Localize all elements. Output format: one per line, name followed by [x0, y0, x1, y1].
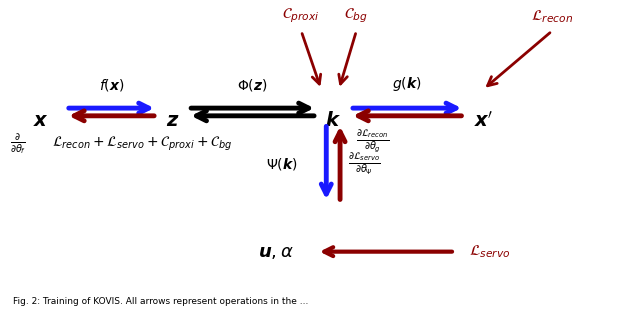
Text: $\frac{\partial\mathcal{L}_{servo}}{\partial\theta_\Psi}$: $\frac{\partial\mathcal{L}_{servo}}{\par…: [348, 151, 381, 177]
Text: $f(\boldsymbol{x})$: $f(\boldsymbol{x})$: [99, 77, 124, 93]
Text: $\mathcal{L}_{recon} + \mathcal{L}_{servo} + \mathcal{C}_{proxi} + \mathcal{C}_{: $\mathcal{L}_{recon} + \mathcal{L}_{serv…: [52, 135, 232, 153]
Text: $\boldsymbol{z}$: $\boldsymbol{z}$: [166, 111, 179, 130]
Text: $\mathcal{L}_{recon}$: $\mathcal{L}_{recon}$: [531, 8, 573, 25]
Text: $\boldsymbol{x}$: $\boldsymbol{x}$: [33, 111, 49, 130]
Text: $\frac{\partial}{\partial\theta_f}$: $\frac{\partial}{\partial\theta_f}$: [10, 131, 26, 156]
Text: $\mathcal{C}_{proxi}$: $\mathcal{C}_{proxi}$: [282, 6, 320, 25]
Text: $\Phi(\boldsymbol{z})$: $\Phi(\boldsymbol{z})$: [237, 77, 268, 93]
Text: $\boldsymbol{k}$: $\boldsymbol{k}$: [324, 111, 340, 130]
Text: $\boldsymbol{u}, \alpha$: $\boldsymbol{u}, \alpha$: [259, 243, 294, 261]
Text: $\mathcal{L}_{servo}$: $\mathcal{L}_{servo}$: [468, 243, 510, 260]
Text: $\mathcal{C}_{bg}$: $\mathcal{C}_{bg}$: [344, 6, 369, 25]
Text: $\Psi(\boldsymbol{k})$: $\Psi(\boldsymbol{k})$: [266, 156, 298, 172]
Text: $\frac{\partial\mathcal{L}_{recon}}{\partial\theta_g}$: $\frac{\partial\mathcal{L}_{recon}}{\par…: [356, 127, 390, 154]
Text: $g(\boldsymbol{k})$: $g(\boldsymbol{k})$: [392, 75, 422, 93]
Text: Fig. 2: Training of KOVIS. All arrows represent operations in the ...: Fig. 2: Training of KOVIS. All arrows re…: [13, 297, 308, 306]
Text: $\boldsymbol{x}'$: $\boldsymbol{x}'$: [474, 111, 493, 130]
